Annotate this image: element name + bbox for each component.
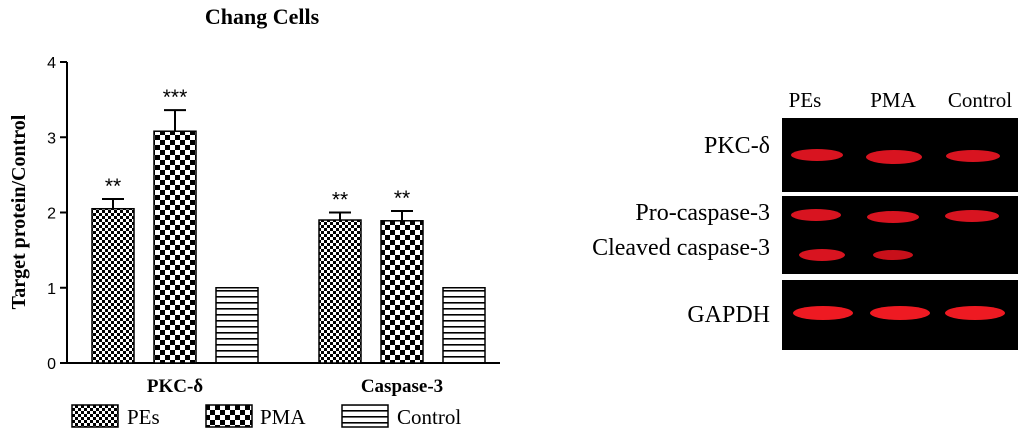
band-pkc-pes (791, 149, 843, 161)
legend-swatch-pma (205, 404, 253, 428)
lane-label-pes: PEs (789, 88, 822, 112)
significance-label: ** (332, 189, 348, 212)
lane-label-pma: PMA (870, 88, 916, 112)
significance-label: ** (105, 175, 121, 198)
band-cleaved-pma (873, 250, 913, 260)
band-pkc-control (946, 150, 1000, 162)
bars: ******* ** (91, 86, 486, 364)
bar-pma-1 (380, 220, 424, 364)
bar-pes-0 (91, 207, 135, 364)
blot-row-label-pro-caspase: Pro-caspase-3 (635, 200, 770, 226)
band-procasp-control (945, 210, 999, 222)
blot-row-label-cleaved-caspase: Cleaved caspase-3 (592, 235, 770, 261)
band-procasp-pes (791, 209, 841, 221)
x-category-label: Caspase-3 (361, 376, 443, 397)
legend-label-pma: PMA (260, 405, 306, 429)
y-tick-label: 2 (47, 206, 56, 223)
bar-pma-0 (153, 130, 197, 364)
band-gapdh-control (945, 306, 1005, 320)
legend: PEs PMA Control (71, 404, 461, 429)
significance-label: ** (394, 187, 410, 210)
blot-row-label-gapdh: GAPDH (687, 302, 770, 328)
band-pkc-pma (866, 150, 922, 164)
lane-label-control: Control (948, 88, 1012, 112)
x-category-label: PKC-δ (147, 376, 203, 397)
band-gapdh-pma (870, 306, 930, 320)
bar-pes-1 (318, 219, 362, 364)
band-procasp-pma (867, 211, 919, 223)
significance-label: *** (163, 86, 188, 109)
blot-strip-caspase (782, 196, 1018, 274)
blot-row-label-pkc: PKC-δ (704, 133, 770, 159)
y-tick-label: 3 (47, 130, 56, 147)
bar-control-0 (215, 287, 259, 364)
legend-swatch-control (341, 404, 389, 428)
y-axis-label: Target protein/Control (8, 114, 30, 309)
legend-label-control: Control (397, 405, 461, 429)
legend-swatch-pes (71, 404, 119, 428)
bar-control-1 (442, 287, 486, 364)
y-tick-label: 0 (47, 356, 56, 373)
chart-title: Chang Cells (205, 4, 320, 29)
band-gapdh-pes (793, 306, 853, 320)
western-blot: PEs PMA Control PKC-δ Pro-caspase-3 Clea… (592, 88, 1018, 350)
y-tick-label: 4 (47, 55, 56, 72)
y-ticks: 0 1 2 3 4 (47, 55, 67, 373)
band-cleaved-pes (799, 249, 845, 261)
y-tick-label: 1 (47, 281, 56, 298)
legend-label-pes: PEs (127, 405, 160, 429)
x-category-labels: PKC-δ Caspase-3 (147, 376, 443, 397)
